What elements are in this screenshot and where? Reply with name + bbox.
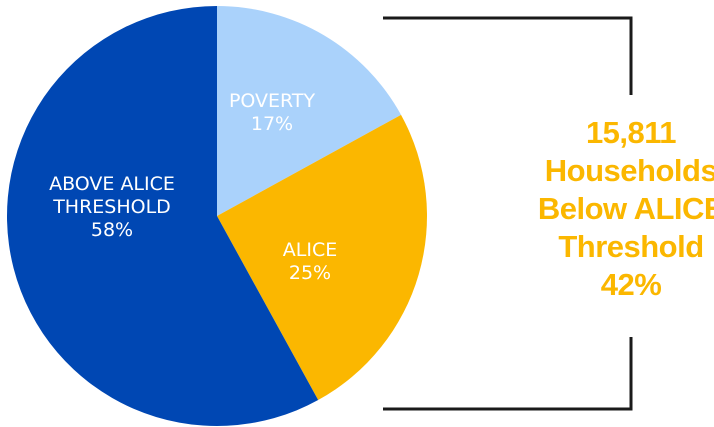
slice-percent-label: 17% [251,113,293,135]
slice-name-label: ALICE [283,239,337,261]
callout-line: Threshold [558,229,703,264]
callout-line: Below ALICE [538,191,714,226]
callout-line: 42% [601,267,662,302]
pie-slice-above-alice-threshold [7,6,319,426]
pie-slice-alice [217,114,428,401]
callout-line: 15,811 [586,115,676,150]
pie-slices [7,6,428,426]
slice-percent-label: 25% [289,262,331,284]
callout-bracket [383,16,633,411]
callout-line: Households [545,153,714,188]
pie-slice-poverty [217,6,402,216]
slice-name-label: THRESHOLD [52,196,171,218]
slice-name-label: ABOVE ALICE [49,173,175,195]
slice-percent-label: 58% [91,219,133,241]
slice-name-label: POVERTY [229,90,316,112]
